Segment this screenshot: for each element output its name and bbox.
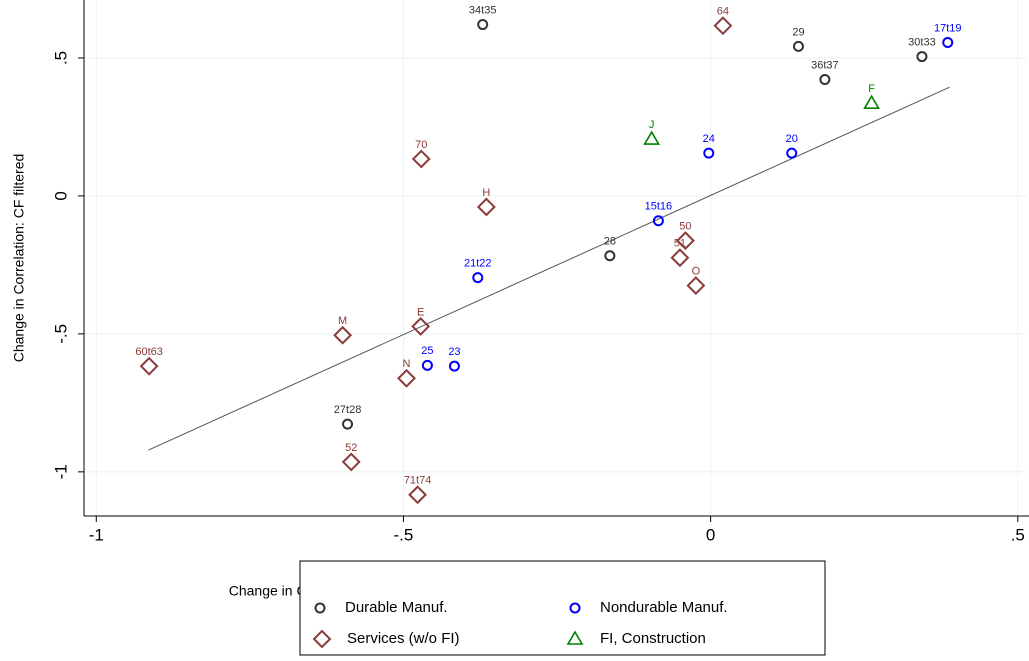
point-label: 21t22 [464,257,492,269]
x-tick-label: 0 [706,525,715,544]
legend-marker [569,602,581,614]
point [792,40,804,52]
legend-label: FI, Construction [600,630,706,647]
point-label: 51 [674,238,686,250]
legend-label: Nondurable Manuf. [600,599,728,616]
point [942,36,954,48]
point [703,147,715,159]
point [421,359,433,371]
point-label: 34t35 [469,4,497,16]
point [786,147,798,159]
point-label: H [482,187,490,199]
point [342,418,354,430]
point-label: M [338,315,347,327]
legend-marker [314,602,326,614]
legend-label: Services (w/o FI) [347,630,460,647]
point-label: 30t33 [908,36,936,48]
x-tick-label: .5 [1011,525,1025,544]
point [477,19,489,31]
point [863,94,880,109]
fit-line [148,86,950,451]
point-label: 50 [679,221,691,233]
point [686,276,706,296]
point-label: F [868,83,875,95]
y-tick-label: .5 [51,51,70,65]
point-label: 23 [448,346,460,358]
point-label: 27t28 [334,404,362,416]
legend-label: Durable Manuf. [345,599,448,616]
point [652,215,664,227]
point [472,272,484,284]
x-tick-label: -.5 [394,525,414,544]
point-label: 52 [345,442,357,454]
point [604,250,616,262]
point [448,360,460,372]
point-label: 17t19 [934,22,962,34]
point [476,197,496,217]
point [819,73,831,85]
point [139,356,159,376]
legend-marker [566,630,584,645]
point-label: 70 [415,139,427,151]
point-label: 71t74 [404,475,432,487]
point [341,452,361,472]
x-tick-label: -1 [89,525,104,544]
point-label: 64 [717,6,729,18]
y-tick-label: -.5 [51,324,70,344]
point [676,231,695,251]
point-label: 24 [703,133,715,145]
y-tick-label: -1 [51,464,70,479]
point-label: 36t37 [811,59,839,71]
point [713,16,733,36]
point-label: 29 [792,26,804,38]
point [333,325,353,345]
point [408,485,427,505]
point-label: 60t63 [135,346,163,358]
point-label: N [403,358,411,370]
point [670,248,690,268]
point [411,149,431,169]
point-label: 28 [604,236,616,248]
point-label: O [692,265,701,277]
point-label: 20 [786,133,798,145]
point-label: J [649,119,655,131]
y-axis-title: Change in Correlation: CF filtered [11,154,27,363]
grid [84,0,1027,516]
legend-marker [312,629,332,649]
point-label: 25 [421,345,433,357]
y-tick-label: 0 [51,191,70,200]
point [643,130,661,145]
point [916,51,928,63]
point [411,317,431,336]
point-label: 15t16 [645,201,673,213]
legend [299,560,826,656]
point-label: E [417,306,424,318]
point [397,368,416,388]
